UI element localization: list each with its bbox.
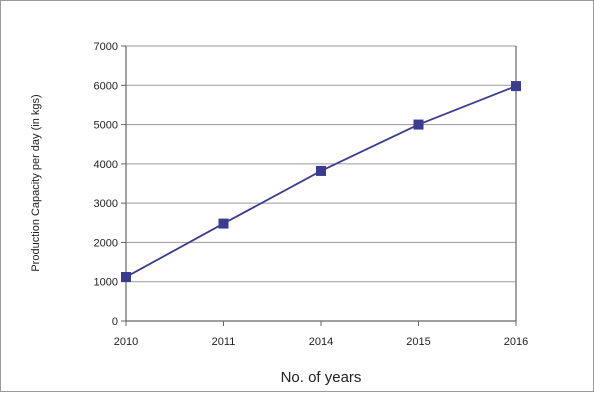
y-tick-labels: 0 1000 2000 3000 4000 5000 6000 7000 <box>94 41 126 328</box>
series-line <box>125 85 517 278</box>
y-tick-label: 2000 <box>94 237 118 249</box>
data-point <box>121 272 131 282</box>
y-axis-title: Production Capacity per day (in kgs) <box>30 94 42 271</box>
x-tick-label: 2015 <box>406 336 430 348</box>
data-point <box>511 81 521 92</box>
y-tick-label: 1000 <box>94 277 118 289</box>
data-point <box>316 165 326 176</box>
y-tick-label: 5000 <box>94 120 118 132</box>
y-tick-label: 6000 <box>94 80 118 92</box>
gridlines <box>126 45 516 283</box>
y-tick-label: 3000 <box>94 198 118 210</box>
x-axis-title: No. of years <box>281 369 362 386</box>
x-tick-label: 2011 <box>212 336 236 348</box>
axes <box>125 46 517 322</box>
y-tick-label: 4000 <box>94 159 118 171</box>
x-tick-label: 2010 <box>114 336 138 348</box>
series <box>121 81 521 282</box>
y-tick-label: 7000 <box>94 41 118 53</box>
y-tick-label: 0 <box>112 316 118 328</box>
data-point <box>413 119 424 130</box>
x-tick-label: 2016 <box>504 336 528 348</box>
x-tick-label: 2014 <box>309 336 333 348</box>
x-tick-labels: 2010 2011 2014 2015 2016 <box>114 321 528 348</box>
data-point <box>218 218 229 229</box>
